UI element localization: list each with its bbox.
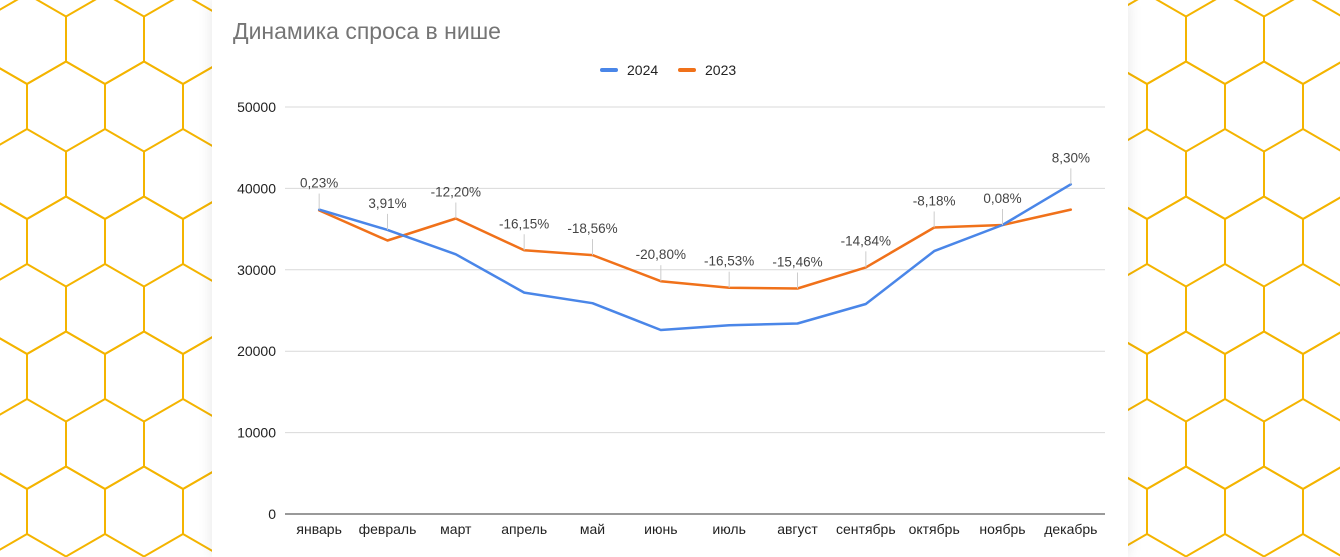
y-tick-label: 50000 <box>237 99 276 115</box>
series-line-2024 <box>317 183 1073 332</box>
y-tick-label: 10000 <box>237 425 276 441</box>
x-tick-label: декабрь <box>1044 521 1097 537</box>
data-annotation: -12,20% <box>431 185 481 200</box>
y-tick-label: 0 <box>268 506 276 522</box>
data-annotation: -16,15% <box>499 216 549 231</box>
chart-card: Динамика спроса в нише 2024 2023 0 10000 2… <box>212 0 1128 557</box>
honeycomb-pattern-right <box>1128 0 1340 557</box>
y-tick-label: 40000 <box>237 180 276 196</box>
honeycomb-pattern-left <box>0 0 212 557</box>
x-tick-label: июль <box>712 521 745 537</box>
x-tick-label: июнь <box>644 521 677 537</box>
data-annotation: -18,56% <box>567 221 617 236</box>
data-annotation: -14,84% <box>841 233 891 248</box>
legend-swatch-2023 <box>678 68 696 72</box>
legend-label-2024: 2024 <box>627 62 659 78</box>
data-annotation: 0,23% <box>300 176 338 191</box>
x-tick-label: сентябрь <box>836 521 896 537</box>
y-tick-label: 20000 <box>237 343 276 359</box>
line-chart: 0 10000 20000 30000 40000 50000 январь февраль м… <box>237 99 1105 537</box>
data-annotation: 0,08% <box>983 191 1021 206</box>
data-annotation: 3,91% <box>368 196 406 211</box>
y-tick-label: 30000 <box>237 262 276 278</box>
x-tick-label: апрель <box>501 521 547 537</box>
data-annotation: -16,53% <box>704 254 754 269</box>
series-line-2023 <box>317 208 1073 290</box>
x-tick-label: август <box>777 521 818 537</box>
x-tick-label: январь <box>296 521 341 537</box>
data-annotation: 8,30% <box>1052 150 1090 165</box>
data-annotation: -15,46% <box>772 255 822 270</box>
x-tick-label: май <box>580 521 605 537</box>
legend-swatch-2024 <box>600 68 618 72</box>
x-tick-label: февраль <box>359 521 417 537</box>
x-tick-label: ноябрь <box>979 521 1025 537</box>
data-annotation: -20,80% <box>636 247 686 262</box>
legend-item-2024[interactable]: 2024 <box>600 62 658 78</box>
legend-item-2023[interactable]: 2023 <box>678 62 736 78</box>
chart-title: Динамика спроса в нише <box>233 18 501 44</box>
data-annotation: -8,18% <box>913 193 956 208</box>
legend-label-2023: 2023 <box>705 62 737 78</box>
x-tick-label: октябрь <box>909 521 960 537</box>
chart-legend: 2024 2023 <box>212 62 1128 82</box>
x-tick-label: март <box>440 521 472 537</box>
